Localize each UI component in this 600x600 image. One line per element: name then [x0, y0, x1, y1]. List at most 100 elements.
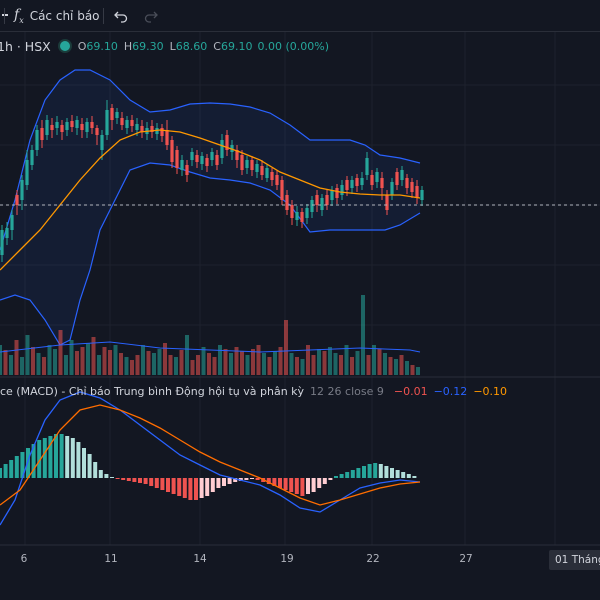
candle-body — [255, 164, 259, 172]
candle-body — [420, 190, 424, 200]
volume-bar — [179, 350, 184, 375]
time-axis-label: 22 — [366, 553, 380, 565]
volume-bar — [152, 353, 156, 375]
macd-histogram-bar — [0, 468, 2, 478]
toolbar-truncated-icon[interactable] — [2, 0, 10, 31]
macd-histogram-bar — [87, 454, 92, 478]
bollinger-upper — [0, 69, 421, 251]
volume-bars — [0, 295, 421, 375]
volume-bar — [141, 345, 145, 375]
volume-bar — [405, 361, 409, 375]
low-value: 68.60 — [175, 39, 208, 53]
candle-body — [110, 108, 114, 120]
candle-body — [415, 186, 419, 198]
macd-histogram-bar — [110, 477, 114, 478]
symbol-text[interactable]: 1h · HSX — [0, 38, 51, 54]
macd-histogram-bar — [306, 478, 310, 494]
candle-body — [185, 165, 189, 175]
macd-title[interactable]: ce (MACD) - Chỉ báo Trung bình Động hội … — [0, 384, 305, 398]
macd-line — [0, 391, 421, 526]
macd-histogram-bar — [339, 474, 344, 478]
volume-bar — [190, 360, 195, 375]
candle-body — [105, 110, 109, 135]
macd-histogram-bar — [48, 436, 53, 478]
candle-body — [220, 140, 224, 158]
macd-histogram-bar — [350, 470, 355, 478]
volume-bar — [295, 357, 299, 375]
volume-bar — [108, 350, 112, 375]
candle-body — [15, 195, 19, 205]
volume-bar — [355, 351, 360, 375]
macd-histogram-bar — [244, 478, 249, 480]
candle-body — [180, 160, 184, 170]
macd-histogram-bar — [166, 478, 170, 492]
candle-body — [75, 120, 79, 128]
volume-bar — [394, 359, 398, 375]
volume-bar — [58, 330, 63, 375]
candle-body — [205, 158, 209, 166]
macd-histogram-bar — [362, 466, 366, 478]
close-key: C — [213, 39, 221, 53]
macd-legend: ce (MACD) - Chỉ báo Trung bình Động hội … — [0, 383, 507, 399]
macd-pane — [0, 391, 421, 526]
candle-body — [380, 178, 384, 188]
candle-body — [270, 172, 274, 180]
candle-body — [315, 195, 319, 205]
undo-button[interactable] — [114, 0, 128, 31]
candle-body — [65, 122, 69, 130]
macd-histogram-bar — [98, 470, 103, 478]
toolbar-separator — [4, 8, 5, 24]
macd-histogram-bar — [227, 478, 232, 484]
redo-button[interactable] — [144, 0, 158, 31]
candle-body — [345, 180, 349, 190]
open-key: O — [77, 39, 87, 53]
change-value: 0.00 (0.00%) — [257, 39, 330, 53]
macd-histogram-bar — [205, 478, 210, 496]
macd-histogram-bar — [401, 472, 406, 478]
candle-body — [55, 122, 59, 128]
volume-bar — [91, 337, 96, 375]
candle-body — [275, 175, 279, 185]
macd-histogram-bar — [37, 440, 42, 478]
bollinger-fill — [0, 70, 420, 345]
macd-histogram-bar — [222, 478, 226, 486]
macd-histogram-bar — [272, 478, 277, 486]
macd-line-value: −0.12 — [433, 384, 468, 398]
candle-body — [235, 150, 239, 160]
indicators-button[interactable]: fx Các chỉ báo — [14, 0, 100, 31]
moving-average-line — [0, 129, 421, 271]
time-axis-label: 14 — [193, 553, 207, 565]
candle-body — [200, 156, 204, 164]
volume-bar — [97, 355, 101, 375]
candle-body — [170, 140, 174, 162]
volume-bar — [86, 343, 90, 375]
candle-body — [320, 198, 324, 210]
macd-histogram-bar — [356, 468, 361, 478]
candle-body — [95, 128, 99, 135]
macd-histogram-bar — [104, 474, 109, 478]
candle-body — [365, 158, 369, 175]
candle-body — [330, 190, 334, 200]
indicator-lines — [0, 129, 600, 271]
candle-body — [35, 130, 39, 150]
volume-bar — [146, 351, 151, 375]
macd-histogram-bar — [115, 478, 120, 479]
candle-body — [25, 160, 29, 185]
macd-histogram-bar — [182, 478, 187, 498]
macd-histogram-bar — [194, 478, 198, 500]
volume-bar — [212, 357, 217, 375]
candlesticks — [0, 100, 424, 262]
current-date-badge: 01 Tháng 9 — [549, 550, 600, 570]
volume-bar — [229, 353, 233, 375]
candle-body — [290, 205, 294, 218]
volume-bar — [201, 347, 206, 375]
volume-bar — [322, 351, 327, 375]
candle-body — [335, 188, 339, 198]
time-axis-label: 11 — [104, 553, 118, 565]
volume-ma-line — [0, 341, 421, 353]
volume-bar — [306, 345, 310, 375]
macd-histogram-bar — [328, 478, 333, 480]
candle-body — [325, 195, 329, 205]
volume-bar — [328, 347, 332, 375]
